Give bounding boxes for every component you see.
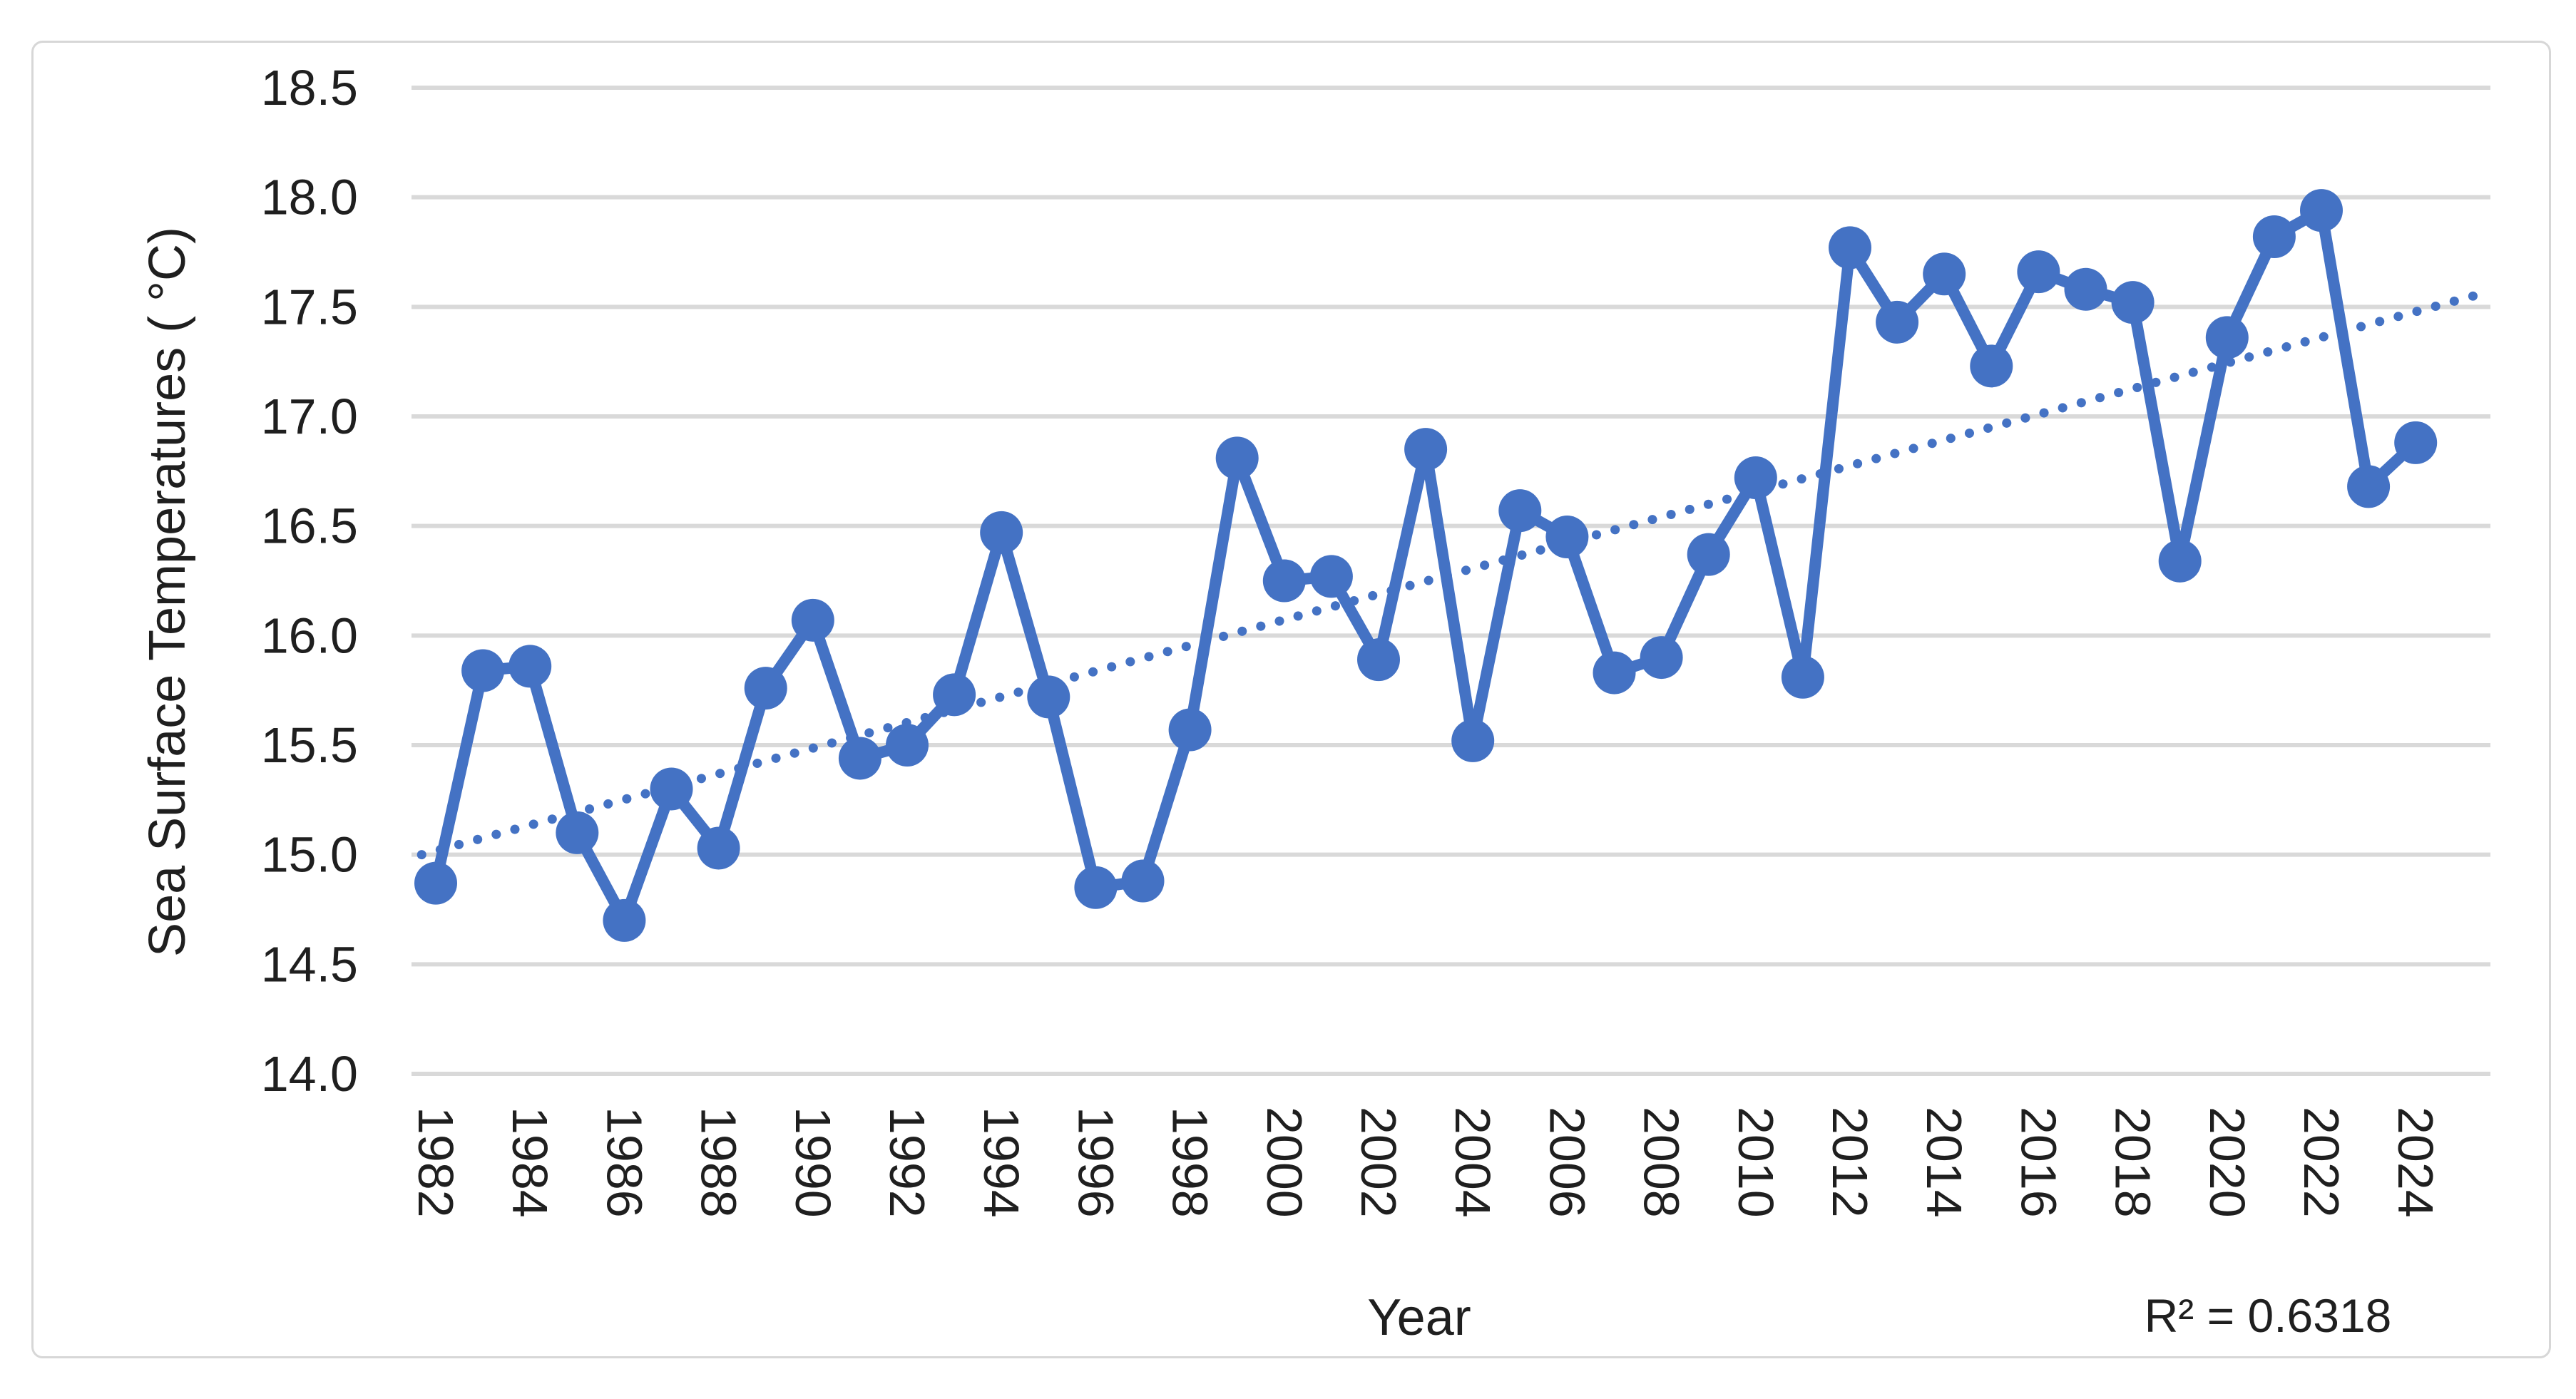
data-point-marker [1734, 456, 1777, 500]
y-tick-label: 15.0 [261, 827, 358, 883]
data-point-marker [508, 645, 552, 688]
x-tick-label: 1998 [1162, 1107, 1218, 1218]
data-point-marker [1923, 252, 1966, 296]
data-point-marker [1545, 516, 1589, 559]
y-tick-label: 17.5 [261, 279, 358, 334]
data-point-marker [1970, 344, 2013, 388]
x-tick-label: 1994 [973, 1107, 1029, 1218]
data-point-marker [2017, 250, 2060, 294]
y-tick-label: 15.5 [261, 717, 358, 773]
chart-frame [31, 41, 2551, 1358]
x-tick-label: 2002 [1351, 1107, 1406, 1218]
data-point-marker [1876, 300, 1919, 344]
x-tick-label: 2016 [2010, 1107, 2066, 1218]
data-point-marker [1498, 489, 1542, 533]
x-tick-label: 2022 [2294, 1107, 2349, 1218]
data-point-marker [886, 724, 929, 767]
data-point-marker [1357, 638, 1400, 682]
data-point-marker [1262, 559, 1306, 603]
data-point-marker [1593, 651, 1636, 695]
data-point-marker [556, 811, 599, 854]
data-point-marker [1687, 533, 1730, 576]
x-tick-label: 2004 [1445, 1107, 1501, 1218]
data-point-marker [603, 898, 646, 942]
x-tick-label: 1990 [785, 1107, 841, 1218]
data-point-marker [1640, 636, 1683, 680]
data-point-marker [933, 673, 976, 717]
y-tick-label: 16.5 [261, 498, 358, 554]
data-point-marker [650, 767, 693, 811]
x-tick-label: 2008 [1634, 1107, 1690, 1218]
y-tick-label: 18.0 [261, 170, 358, 225]
data-point-marker [461, 649, 505, 692]
x-tick-label: 1982 [408, 1107, 464, 1218]
r-squared-label: R² = 0.6318 [2144, 1289, 2392, 1342]
data-point-marker [1027, 675, 1070, 719]
x-tick-label: 1984 [502, 1107, 558, 1218]
data-point-marker [1404, 428, 1448, 471]
data-point-marker [1121, 859, 1165, 903]
x-tick-label: 2000 [1257, 1107, 1312, 1218]
x-tick-label: 1996 [1068, 1107, 1123, 1218]
data-point-marker [1215, 436, 1259, 480]
x-tick-label: 1986 [596, 1107, 652, 1218]
data-point-marker [791, 598, 834, 642]
x-tick-label: 2020 [2199, 1107, 2255, 1218]
y-axis-title: Sea Surface Temperatures ( °C) [139, 227, 196, 957]
data-point-marker [2252, 215, 2296, 258]
data-point-marker [838, 737, 881, 780]
data-point-marker [1451, 719, 1495, 762]
data-point-marker [2158, 539, 2202, 583]
x-tick-label: 2024 [2388, 1107, 2443, 1218]
data-point-marker [2064, 267, 2107, 311]
x-tick-label: 2012 [1822, 1107, 1878, 1218]
x-axis-title: Year [1367, 1289, 1471, 1346]
y-tick-label: 18.5 [261, 60, 358, 116]
x-tick-label: 2010 [1728, 1107, 1784, 1218]
data-point-marker [2300, 189, 2343, 232]
y-tick-label: 17.0 [261, 389, 358, 444]
data-point-marker [414, 861, 457, 905]
data-point-marker [2394, 421, 2438, 464]
data-point-marker [1829, 226, 1871, 270]
data-point-marker [2111, 281, 2155, 324]
data-point-marker [1074, 866, 1118, 909]
x-tick-label: 1992 [879, 1107, 935, 1218]
data-point-marker [2347, 465, 2391, 508]
x-tick-label: 1988 [691, 1107, 747, 1218]
data-point-marker [744, 667, 787, 710]
y-tick-label: 16.0 [261, 608, 358, 663]
data-point-marker [1309, 555, 1353, 598]
data-point-marker [697, 826, 740, 870]
y-tick-label: 14.5 [261, 936, 358, 992]
data-point-marker [2205, 316, 2249, 359]
x-tick-label: 2014 [1916, 1107, 1972, 1218]
y-tick-label: 14.0 [261, 1046, 358, 1102]
x-tick-label: 2018 [2105, 1107, 2161, 1218]
x-tick-label: 2006 [1539, 1107, 1595, 1218]
data-point-marker [1168, 708, 1212, 752]
data-point-marker [1781, 655, 1824, 699]
data-point-marker [980, 511, 1023, 554]
